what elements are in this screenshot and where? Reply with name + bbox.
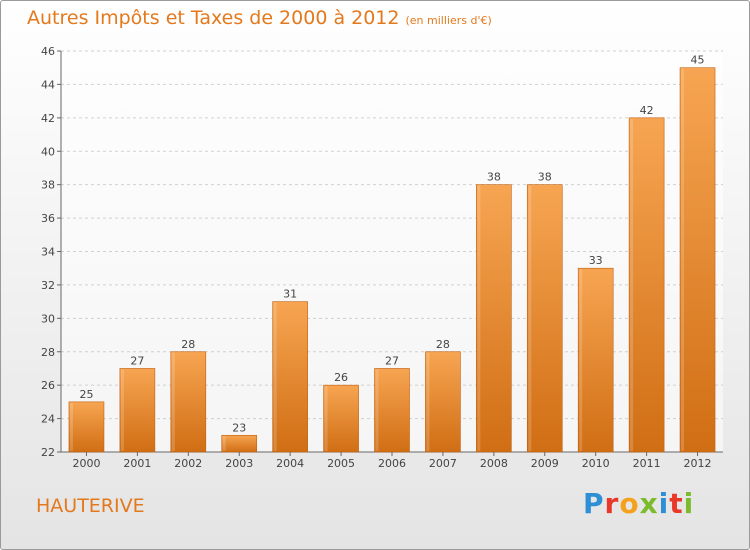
x-tick-label: 2000 xyxy=(72,457,100,470)
x-tick-label: 2011 xyxy=(633,457,661,470)
bar-highlight xyxy=(579,269,583,451)
data-label: 28 xyxy=(436,338,450,351)
x-tick-label: 2007 xyxy=(429,457,457,470)
y-tick-label: 26 xyxy=(41,379,55,392)
y-tick-label: 36 xyxy=(41,212,55,225)
bar xyxy=(526,184,563,453)
data-label: 27 xyxy=(130,354,144,367)
city-name: HAUTERIVE xyxy=(36,495,145,517)
bar-highlight xyxy=(222,436,226,451)
data-label: 31 xyxy=(283,288,297,301)
bar xyxy=(425,351,461,453)
y-tick-label: 30 xyxy=(41,312,55,325)
y-tick-label: 28 xyxy=(41,346,55,359)
bar-highlight xyxy=(426,352,430,451)
data-label: 45 xyxy=(691,54,705,67)
x-tick-label: 2002 xyxy=(174,457,202,470)
data-label: 26 xyxy=(334,371,348,384)
bar xyxy=(170,351,207,453)
x-tick-label: 2003 xyxy=(225,457,253,470)
y-tick-label: 22 xyxy=(41,446,55,459)
y-tick-label: 46 xyxy=(41,45,55,58)
bar xyxy=(577,267,614,453)
x-tick-label: 2009 xyxy=(531,457,559,470)
y-tick-label: 32 xyxy=(41,279,55,292)
bar xyxy=(119,368,156,453)
x-tick-label: 2001 xyxy=(123,457,151,470)
y-tick-label: 42 xyxy=(41,112,55,125)
bar-highlight xyxy=(324,386,328,451)
bar-highlight xyxy=(681,68,685,451)
bar xyxy=(272,301,308,453)
data-label: 42 xyxy=(640,104,654,117)
y-tick-label: 44 xyxy=(41,78,55,91)
chart-subtitle: (en milliers d'€) xyxy=(405,14,492,27)
proxiti-logo: Proxiti xyxy=(583,487,695,520)
bar-highlight xyxy=(375,369,379,451)
y-tick-label: 38 xyxy=(41,179,55,192)
bar-highlight xyxy=(120,369,124,451)
x-tick-label: 2008 xyxy=(480,457,508,470)
x-tick-label: 2005 xyxy=(327,457,355,470)
bar-highlight xyxy=(477,185,481,451)
data-label: 38 xyxy=(487,171,501,184)
bar-highlight xyxy=(630,118,634,451)
x-tick-label: 2010 xyxy=(582,457,610,470)
chart-title-text: Autres Impôts et Taxes de 2000 à 2012 xyxy=(27,7,400,29)
chart-title: Autres Impôts et Taxes de 2000 à 2012 (en… xyxy=(27,7,492,29)
data-label: 28 xyxy=(181,338,195,351)
bar-highlight xyxy=(69,402,73,451)
data-label: 33 xyxy=(589,254,603,267)
x-tick-label: 2012 xyxy=(684,457,712,470)
y-tick-label: 24 xyxy=(41,413,55,426)
bar xyxy=(476,184,512,453)
bar xyxy=(679,67,716,453)
bar xyxy=(221,434,258,453)
data-label: 25 xyxy=(79,388,93,401)
bar-highlight xyxy=(171,352,175,451)
bar-highlight xyxy=(528,185,532,451)
bar xyxy=(68,401,105,453)
bar xyxy=(628,117,665,453)
bar-highlight xyxy=(273,302,277,451)
bar xyxy=(323,384,359,453)
data-label: 27 xyxy=(385,354,399,367)
x-tick-label: 2004 xyxy=(276,457,304,470)
bar xyxy=(374,368,410,453)
data-label: 23 xyxy=(232,421,246,434)
y-tick-label: 40 xyxy=(41,145,55,158)
data-label: 38 xyxy=(538,171,552,184)
y-tick-label: 34 xyxy=(41,246,55,259)
x-tick-label: 2006 xyxy=(378,457,406,470)
